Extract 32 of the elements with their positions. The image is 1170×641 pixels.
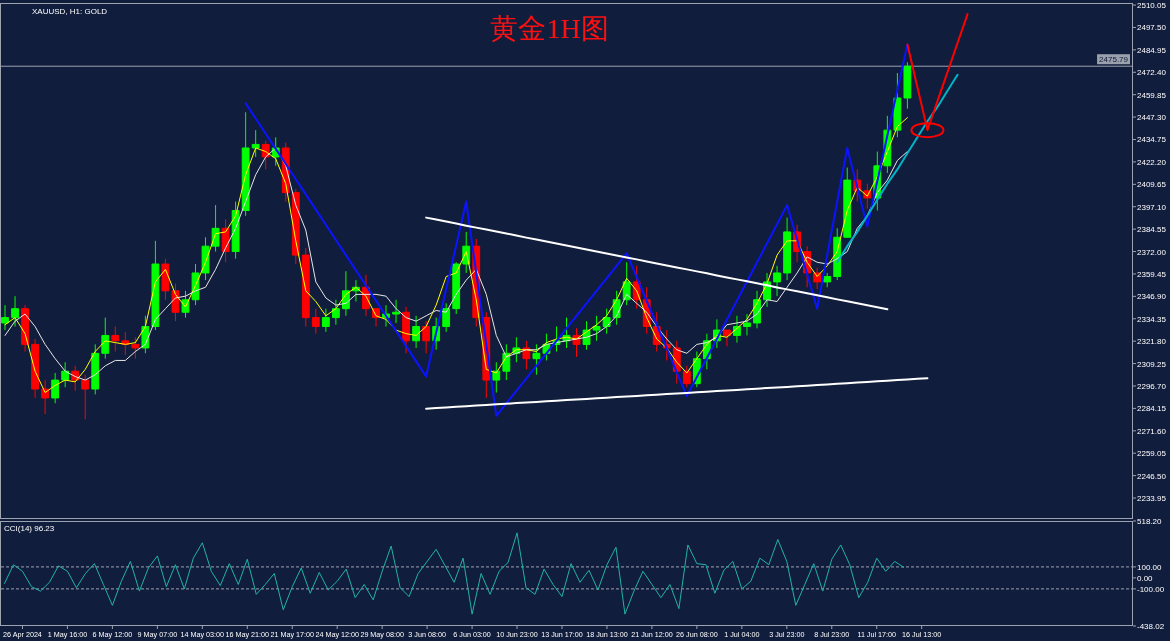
ytick-label: 2284.15 — [1137, 404, 1166, 414]
ytick-label: 2447.30 — [1137, 113, 1166, 123]
ytick-label: 2510.05 — [1137, 1, 1166, 11]
ytick-label: 2497.50 — [1137, 23, 1166, 33]
ytick-label: 2434.75 — [1137, 135, 1166, 145]
ytick-label: 2321.80 — [1137, 337, 1166, 347]
ytick-label: 2472.40 — [1137, 68, 1166, 78]
ytick-label: 2397.10 — [1137, 202, 1166, 212]
ytick-label: 2422.20 — [1137, 157, 1166, 167]
ytick-label: 100.00 — [1137, 562, 1162, 572]
ytick-label: 2271.60 — [1137, 426, 1166, 436]
ytick-label: 2484.95 — [1137, 45, 1166, 55]
annotation: XAUUSD, H1: GOLD — [32, 7, 108, 16]
ytick-label: 2296.70 — [1137, 382, 1166, 391]
ytick-label: 2359.45 — [1137, 269, 1166, 279]
title: CCI(14) 96.23 — [4, 524, 55, 533]
ytick-label: 2334.35 — [1137, 314, 1166, 324]
ytick-label: 2233.95 — [1137, 494, 1166, 503]
ytick-label: 518.20 — [1137, 517, 1162, 526]
title: 黄金1H图 — [490, 13, 609, 44]
ytick-label: 2259.05 — [1137, 449, 1166, 459]
ytick-label: 2246.50 — [1137, 471, 1166, 481]
ytick-label: 0.00 — [1137, 573, 1153, 583]
ytick-label: -438.02 — [1137, 622, 1165, 631]
ytick-label: 2309.25 — [1137, 359, 1166, 369]
ytick-label: 2459.85 — [1137, 90, 1166, 100]
ytick-label: 2409.65 — [1137, 180, 1166, 190]
ytick-label: 2346.90 — [1137, 292, 1166, 302]
ytick-label: -100.00 — [1137, 584, 1165, 594]
ytick-label: 2372.00 — [1137, 247, 1166, 257]
ytick-label: 2384.55 — [1137, 225, 1166, 235]
ref-label: 2475.79 — [1097, 54, 1130, 65]
